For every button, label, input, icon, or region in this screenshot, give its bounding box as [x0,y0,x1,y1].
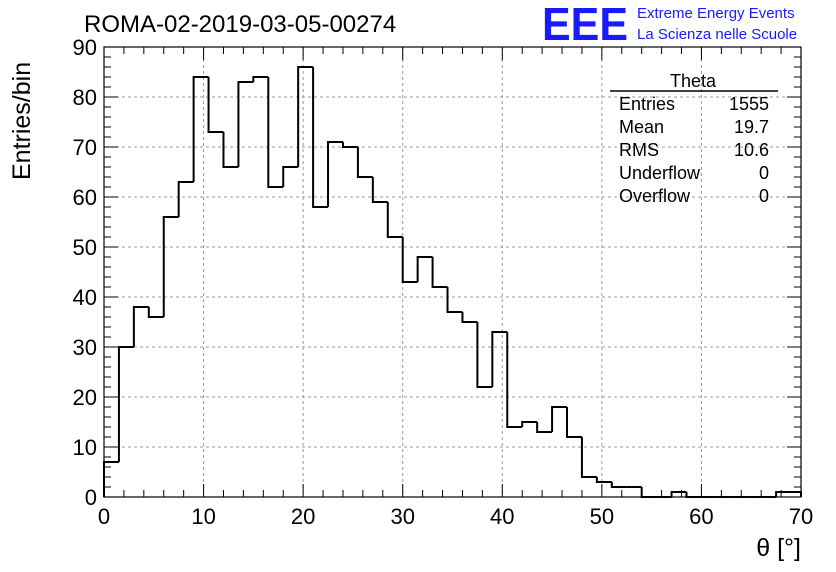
logo-line-1: Extreme Energy Events [637,5,795,22]
x-axis-label: θ [°] [756,534,801,562]
histogram-bin [791,491,802,497]
histogram-bin [595,477,612,483]
histogram-bin [132,306,149,347]
stats-row-label: Overflow [619,186,691,206]
stats-row-label: Entries [619,94,675,114]
histogram-bin [640,487,657,498]
histogram-bin [117,346,134,462]
histogram-bin [371,177,388,203]
plot-frame [103,46,802,498]
histogram-bin [356,147,373,178]
histogram-bin [670,491,687,497]
stats-row-value: 10.6 [734,140,769,160]
chart-title: ROMA-02-2019-03-05-00274 [84,11,396,38]
histogram-bin [237,81,254,167]
logo-mark: EEE [542,0,628,50]
y-tick-label: 40 [73,285,97,310]
grid-lines [104,47,801,497]
histogram-bin [521,421,538,427]
histogram-bin [491,331,508,387]
histogram-bin [536,422,553,433]
histogram-bin [446,287,463,313]
x-tick-label: 10 [191,504,215,529]
histogram-bin [282,166,299,187]
x-tick-labels: 0 10 20 30 40 50 60 70 [98,504,813,529]
y-tick-label: 10 [73,435,97,460]
histogram-bin [327,141,343,207]
histogram-bin [147,307,164,318]
stats-title: Theta [670,71,717,91]
histogram-bin [267,77,284,188]
histogram-bin [775,491,792,497]
y-tick-labels: 0 10 20 30 40 50 60 70 80 90 [73,35,97,510]
y-tick-label: 20 [73,385,97,410]
histogram-bin [192,76,209,182]
histogram-bin [177,181,194,217]
stats-row-label: Underflow [619,163,701,183]
histogram-bin [506,332,523,428]
axis-ticks [103,46,802,498]
histogram-bin [551,406,568,432]
histogram-bin [431,257,448,288]
x-tick-label: 60 [689,504,713,529]
histogram-bin [341,142,358,148]
histogram-bin [297,66,314,167]
y-tick-label: 0 [85,485,97,510]
histogram-bin [252,76,269,82]
histogram-bin [401,237,418,283]
histogram-bars [103,66,802,498]
y-tick-label: 30 [73,335,97,360]
histogram-bin [566,407,582,438]
histogram-bin [162,216,179,317]
stats-row-label: RMS [619,140,659,160]
stats-rows: Entries 1555 Mean 19.7 RMS 10.6 Underflow 0 Over… [619,94,769,206]
stats-row-value: 0 [759,163,769,183]
stats-row-label: Mean [619,117,664,137]
x-tick-label: 20 [291,504,315,529]
stats-row-value: 1555 [729,94,769,114]
histogram-bin [386,202,403,238]
histogram-bin [416,256,433,282]
y-tick-label: 60 [73,185,97,210]
x-tick-label: 70 [789,504,813,529]
histogram-bin [207,77,224,133]
histogram-bin [461,312,478,323]
histogram-bin [222,132,239,168]
x-tick-label: 40 [490,504,514,529]
stats-row-value: 0 [759,186,769,206]
y-tick-label: 70 [73,135,97,160]
x-tick-label: 50 [590,504,614,529]
y-tick-label: 90 [73,35,97,60]
histogram-bin [685,492,702,498]
y-axis-label: Entries/bin [8,62,36,180]
histogram-bin [580,437,597,478]
x-tick-label: 0 [98,504,110,529]
stats-box: Theta Entries 1555 Mean 19.7 RMS 10.6 Underflo… [610,71,778,206]
stats-row-value: 19.7 [734,117,769,137]
logo-line-2: La Scienza nelle Scuole [637,26,797,43]
eee-logo: EEE Extreme Energy Events La Scienza nel… [542,0,797,50]
histogram-bin [312,67,329,208]
y-tick-label: 50 [73,235,97,260]
histogram-bin [610,482,627,488]
histogram-bin [476,322,493,388]
y-tick-label: 80 [73,85,97,110]
x-tick-label: 30 [390,504,414,529]
